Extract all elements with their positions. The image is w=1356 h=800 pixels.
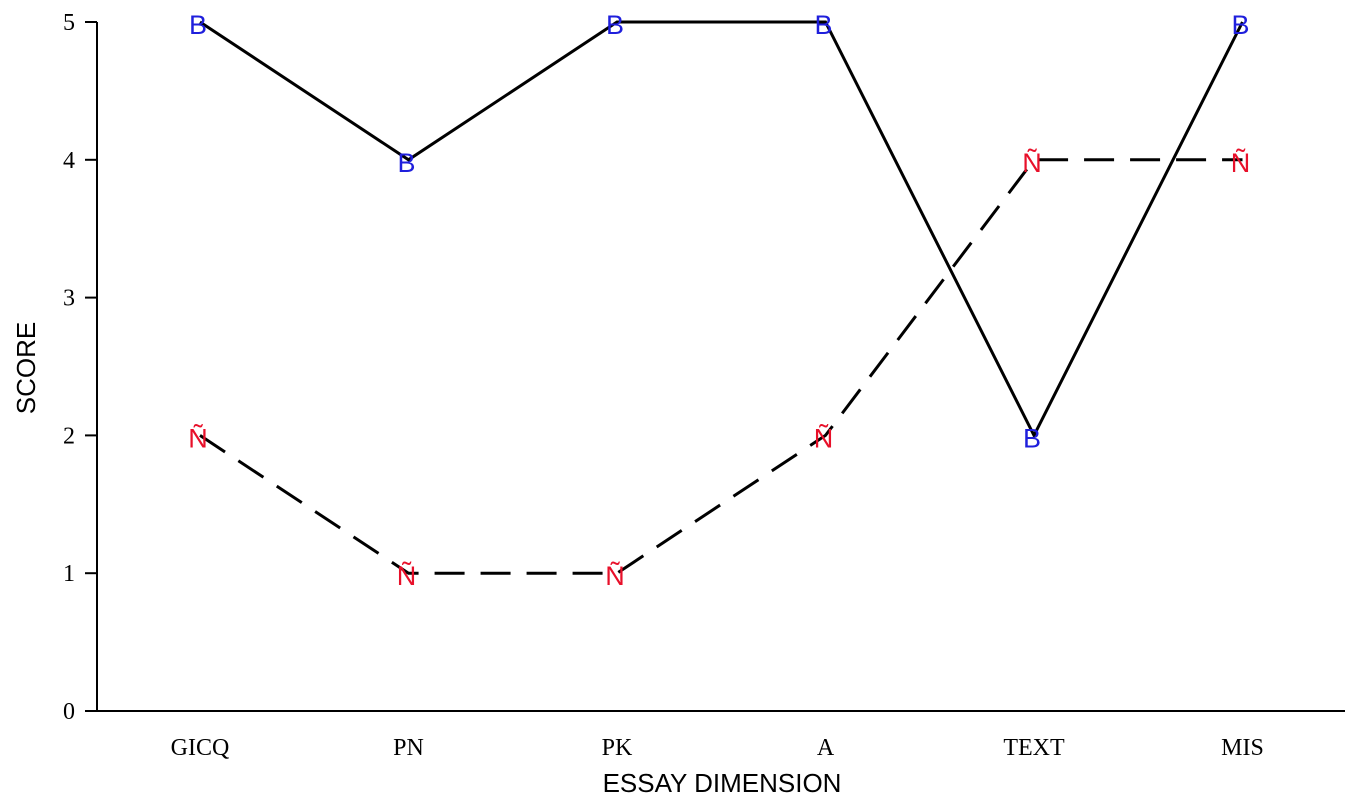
x-tick-label: PN xyxy=(393,735,424,761)
x-tick-label: MIS xyxy=(1221,735,1264,761)
series-2-marker: Ñ xyxy=(397,560,417,591)
y-tick-label: 5 xyxy=(63,10,75,36)
series-line-2 xyxy=(199,158,1243,575)
series-2-marker: Ñ xyxy=(1231,147,1251,178)
y-tick-label: 3 xyxy=(63,286,75,312)
series-2-marker: Ñ xyxy=(1022,147,1042,178)
series-2-marker: Ñ xyxy=(814,422,834,453)
x-tick-label: PK xyxy=(602,735,633,761)
series-1-marker: B xyxy=(606,10,624,40)
x-tick-label: GICQ xyxy=(171,735,230,761)
series-line-1 xyxy=(199,20,1244,439)
axes: 0 1 2 3 4 5 GICQ PN PK A TEXT MIS xyxy=(63,10,1345,761)
series-1-marker: B xyxy=(814,10,832,40)
y-tick-label: 4 xyxy=(63,148,75,174)
y-tick-label: 0 xyxy=(63,699,75,725)
series-2-marker: Ñ xyxy=(188,422,208,453)
x-tick-label: TEXT xyxy=(1003,735,1065,761)
series-1-marker: B xyxy=(189,10,207,40)
series-1-marker: B xyxy=(1023,423,1041,453)
y-tick-label: 2 xyxy=(63,423,75,449)
y-tick-label: 1 xyxy=(63,561,75,587)
series-2-marker: Ñ xyxy=(605,560,625,591)
x-axis-title: ESSAY DIMENSION xyxy=(603,768,842,798)
series-markers: B B B B B B Ñ Ñ Ñ Ñ Ñ Ñ xyxy=(188,10,1250,591)
series-lines xyxy=(199,20,1244,575)
series-1-marker: B xyxy=(397,148,415,178)
x-tick-label: A xyxy=(817,735,835,761)
y-axis-title: SCORE xyxy=(11,322,41,414)
series-1-marker: B xyxy=(1231,10,1249,40)
